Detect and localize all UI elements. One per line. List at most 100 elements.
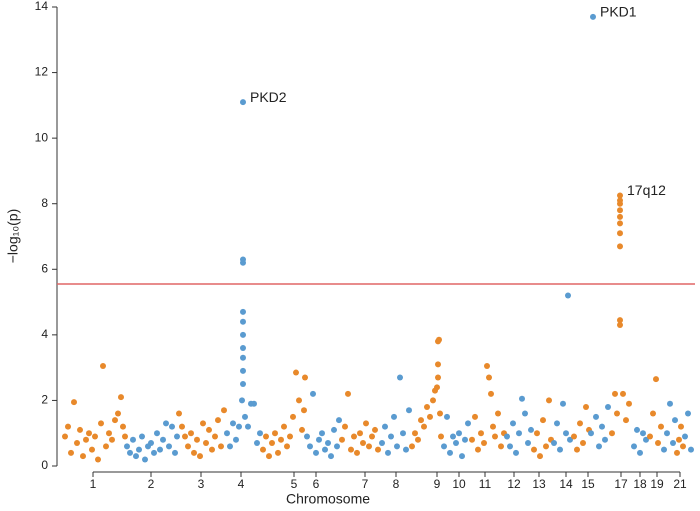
snp-point <box>86 430 92 437</box>
snp-point <box>640 430 646 437</box>
snp-point <box>605 403 611 410</box>
snp-point <box>357 430 363 437</box>
snp-point <box>574 446 580 453</box>
snp-point <box>614 410 620 417</box>
snp-point <box>388 433 394 440</box>
snp-point <box>166 443 172 450</box>
snp-point <box>92 433 98 440</box>
snp-point <box>543 443 549 450</box>
snp-point <box>434 384 440 391</box>
snp-point <box>336 417 342 424</box>
snp-point <box>142 456 148 463</box>
snp-point <box>567 436 573 443</box>
snp-point <box>435 374 441 381</box>
x-tick-label: 5 <box>291 477 298 491</box>
snp-point <box>212 433 218 440</box>
snp-point <box>95 456 101 463</box>
snp-point <box>438 433 444 440</box>
snp-point <box>348 446 354 453</box>
snp-point <box>272 430 278 437</box>
snp-point <box>626 400 632 407</box>
y-tick-label: 12 <box>35 65 49 79</box>
snp-point <box>240 367 246 374</box>
snp-point <box>98 420 104 427</box>
snp-point <box>631 443 637 450</box>
snp-point <box>130 436 136 443</box>
snp-point <box>617 317 623 324</box>
snp-point <box>369 433 375 440</box>
snp-point <box>418 417 424 424</box>
snp-point <box>590 13 596 20</box>
snp-point <box>100 363 106 370</box>
snp-point <box>127 449 133 456</box>
snp-point <box>612 390 618 397</box>
y-tick-label: 8 <box>41 196 48 210</box>
snp-point <box>599 423 605 430</box>
snp-point <box>83 436 89 443</box>
snp-point <box>557 446 563 453</box>
snp-point <box>334 443 340 450</box>
snp-point <box>154 430 160 437</box>
snp-point <box>685 410 691 417</box>
snp-point <box>525 440 531 447</box>
snp-point <box>260 446 266 453</box>
snp-point <box>424 403 430 410</box>
snp-point <box>620 390 626 397</box>
snp-point <box>534 430 540 437</box>
x-tick-label: 1 <box>90 477 97 491</box>
snp-point <box>481 440 487 447</box>
snp-point <box>510 420 516 427</box>
snp-point <box>397 374 403 381</box>
snp-point <box>596 443 602 450</box>
snp-point <box>430 397 436 404</box>
x-tick-label: 8 <box>393 477 400 491</box>
snp-point <box>560 400 566 407</box>
snp-point <box>360 440 366 447</box>
x-tick-label: 9 <box>434 477 441 491</box>
snp-point <box>412 430 418 437</box>
snp-point <box>287 433 293 440</box>
snp-point <box>240 99 246 106</box>
snp-point <box>563 430 569 437</box>
snp-point <box>667 400 673 407</box>
snp-point <box>406 407 412 414</box>
snp-point <box>342 423 348 430</box>
snp-point <box>680 443 686 450</box>
snp-point <box>254 440 260 447</box>
snp-point <box>325 440 331 447</box>
snp-point <box>224 430 230 437</box>
snp-point <box>519 395 525 402</box>
snp-point <box>240 318 246 325</box>
snp-point <box>676 436 682 443</box>
snp-point <box>172 449 178 456</box>
snp-point <box>290 413 296 420</box>
snp-point <box>227 443 233 450</box>
snp-point <box>115 410 121 417</box>
snp-point <box>163 420 169 427</box>
snp-point <box>74 440 80 447</box>
snp-point <box>415 436 421 443</box>
snp-point <box>310 390 316 397</box>
snp-point <box>472 413 478 420</box>
snp-point <box>351 433 357 440</box>
snp-point <box>302 374 308 381</box>
snp-point <box>688 446 694 453</box>
snp-point <box>507 443 513 450</box>
snp-point <box>240 354 246 361</box>
snp-point <box>475 446 481 453</box>
snp-point <box>409 443 415 450</box>
snp-point <box>118 394 124 401</box>
snp-point <box>77 426 83 433</box>
snp-point <box>513 449 519 456</box>
x-tick-label: 21 <box>673 477 687 491</box>
snp-point <box>89 446 95 453</box>
snp-point <box>565 292 571 299</box>
snp-point <box>658 423 664 430</box>
snp-point <box>588 430 594 437</box>
x-tick-label: 7 <box>362 477 369 491</box>
snp-point <box>495 410 501 417</box>
snp-point <box>531 446 537 453</box>
snp-point <box>240 256 246 263</box>
x-tick-label: 14 <box>559 477 573 491</box>
snp-point <box>427 413 433 420</box>
